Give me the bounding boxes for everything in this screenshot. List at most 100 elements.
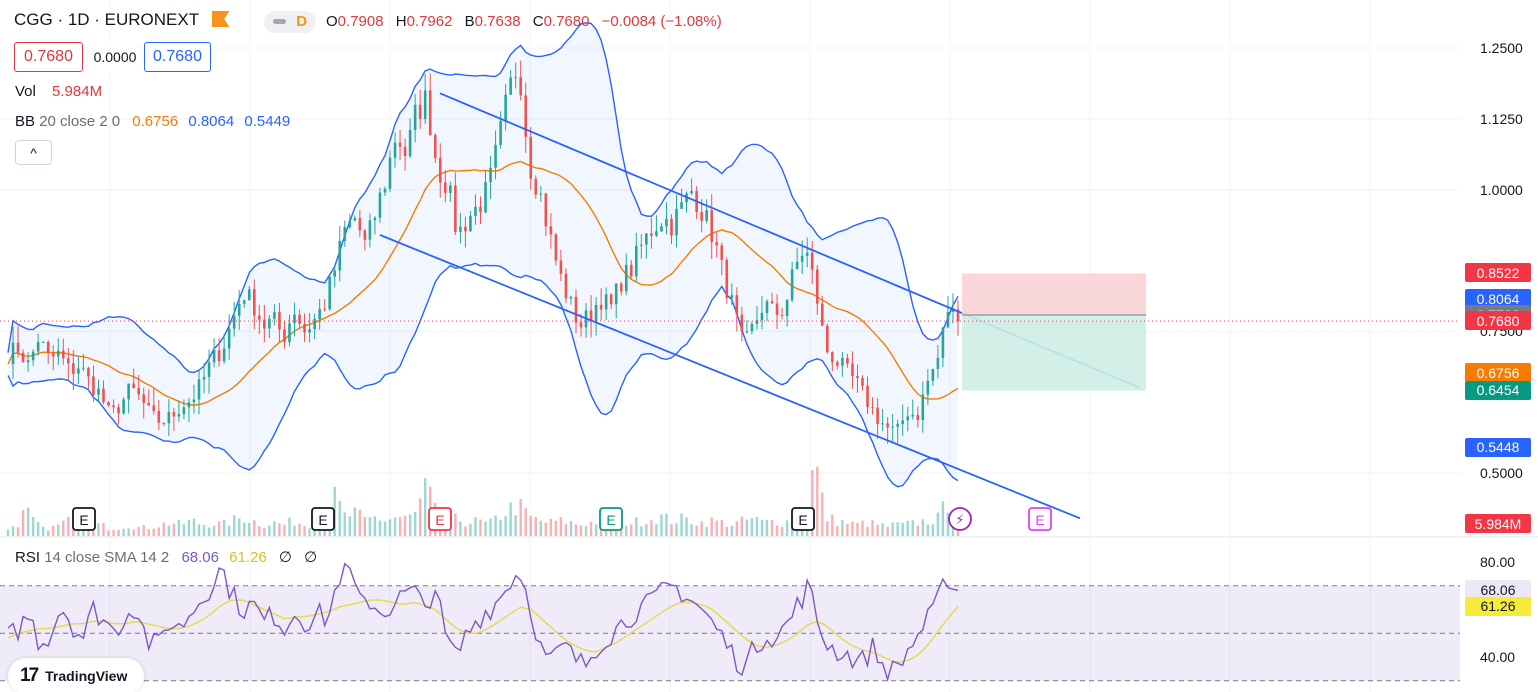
low-key: B xyxy=(464,13,475,30)
candle-body xyxy=(770,301,774,304)
bb-legend[interactable]: BB 20 close 2 0 0.6756 0.8064 0.5449 xyxy=(15,113,290,130)
volume-legend[interactable]: Vol 5.984M xyxy=(15,83,102,100)
candle xyxy=(790,261,794,303)
candle xyxy=(629,260,633,279)
earnings-marker-box xyxy=(791,507,815,531)
lightning-icon: ⚡ xyxy=(955,512,964,527)
candle-body xyxy=(775,303,779,315)
symbol-title[interactable]: CGG · 1D · EURONEXT xyxy=(14,10,199,29)
interval-badge[interactable]: D xyxy=(296,13,308,30)
candle xyxy=(524,82,528,153)
candle-body xyxy=(11,342,15,365)
candle xyxy=(660,223,663,232)
earnings-marker: E xyxy=(428,507,452,531)
candle-body xyxy=(805,252,809,256)
candle xyxy=(881,408,884,431)
candle-body xyxy=(514,77,517,79)
volume-bar xyxy=(383,521,387,536)
candle xyxy=(931,368,935,386)
volume-bar xyxy=(353,507,357,536)
tradingview-logo[interactable]: 17 TradingView xyxy=(8,658,144,692)
volume-bar xyxy=(479,519,482,536)
candle-body xyxy=(313,319,316,330)
volume-bar xyxy=(26,507,30,536)
candle-body xyxy=(177,414,181,417)
volume-bar xyxy=(147,528,150,536)
candle-body xyxy=(574,296,578,323)
candle xyxy=(936,344,940,379)
candle xyxy=(951,293,955,324)
candle xyxy=(846,353,849,368)
candle-body xyxy=(629,264,633,277)
candle xyxy=(318,299,321,330)
volume-bar xyxy=(881,523,884,536)
volume-bar xyxy=(62,520,65,536)
volume-bar xyxy=(660,514,663,536)
candle-body xyxy=(343,227,347,241)
candle-body xyxy=(117,407,120,414)
earnings-marker-box xyxy=(72,507,96,531)
sell-price-box[interactable]: 0.7680 xyxy=(14,42,83,72)
candle xyxy=(896,419,899,444)
candle xyxy=(36,333,40,356)
hidden-plot-icon-2[interactable]: ∅ xyxy=(304,549,318,566)
volume-bar xyxy=(238,518,241,536)
candle-body xyxy=(328,276,331,310)
volume-bar xyxy=(700,521,703,536)
market-flag-icon xyxy=(211,11,230,27)
rsi-axis-tick: 80.00 xyxy=(1480,554,1516,570)
earnings-marker-label: E xyxy=(79,512,88,528)
candle xyxy=(680,188,683,209)
candle-body xyxy=(710,210,714,243)
candle-body xyxy=(790,269,794,301)
candle xyxy=(237,290,241,330)
candle xyxy=(358,210,362,237)
candle xyxy=(861,375,864,391)
rsi-value: 68.06 xyxy=(181,549,219,566)
candle xyxy=(851,351,854,389)
candle xyxy=(298,309,301,329)
candle xyxy=(841,351,844,377)
candle xyxy=(77,356,80,385)
minus-icon[interactable] xyxy=(273,19,287,24)
candle-body xyxy=(398,142,402,147)
candle-body xyxy=(599,304,603,310)
rsi-legend[interactable]: RSI 14 close SMA 14 2 68.06 61.26 ∅ ∅ xyxy=(15,548,317,566)
candle-body xyxy=(866,385,869,408)
interval-pill[interactable]: D xyxy=(264,10,317,33)
hidden-plot-icon[interactable]: ∅ xyxy=(278,549,292,566)
volume-bar xyxy=(408,514,412,536)
volume-bar xyxy=(338,501,341,536)
candle-body xyxy=(77,368,80,374)
candle-body xyxy=(509,77,512,95)
volume-bar xyxy=(368,517,372,536)
candle-body xyxy=(388,157,392,189)
rsi-label: RSI xyxy=(15,549,41,566)
candle xyxy=(815,264,819,316)
volume-bar xyxy=(504,516,507,536)
candle xyxy=(604,287,608,321)
volume-bar xyxy=(926,524,930,536)
buy-price-box[interactable]: 0.7680 xyxy=(144,42,211,72)
earnings-marker: E xyxy=(1028,507,1052,531)
candle xyxy=(378,187,382,223)
candle-body xyxy=(815,269,819,304)
candle-body xyxy=(670,218,673,236)
candle-body xyxy=(609,294,613,305)
symbol-legend[interactable]: CGG · 1D · EURONEXT D xyxy=(14,10,317,33)
candle xyxy=(192,384,196,414)
candle xyxy=(207,349,211,394)
candle-body xyxy=(142,394,146,403)
candle xyxy=(97,379,100,402)
candle xyxy=(775,294,779,329)
price-axis-tick: 1.2500 xyxy=(1480,40,1523,56)
collapse-legend-button[interactable]: ^ xyxy=(15,140,52,165)
candle-body xyxy=(67,358,70,364)
candle-body xyxy=(107,402,110,406)
candle xyxy=(760,296,764,330)
candle-body xyxy=(308,329,311,333)
candle xyxy=(177,400,181,422)
candle xyxy=(247,286,251,301)
